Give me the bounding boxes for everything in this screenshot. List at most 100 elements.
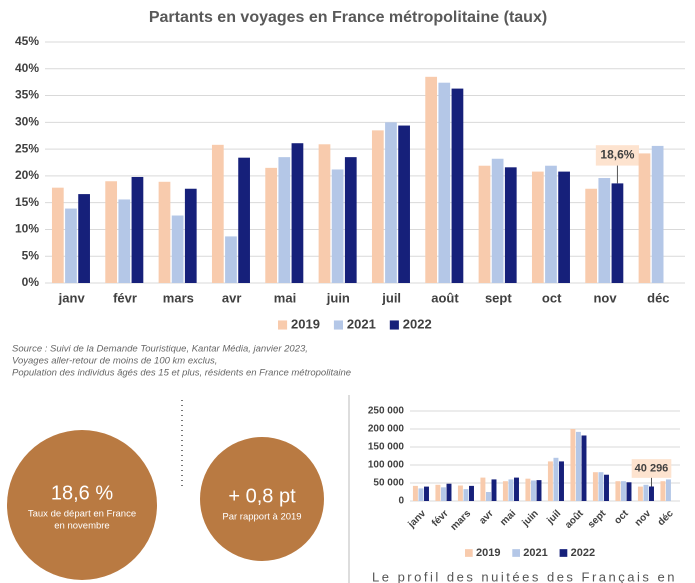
bar [211,144,224,283]
bar [598,178,611,283]
chart-title: Partants en voyages en France métropolit… [149,9,547,26]
bar [485,492,491,501]
x-tick-label: févr [113,290,137,305]
legend-swatch [512,549,520,557]
x-tick-label: août [563,508,586,531]
x-tick-label: juil [545,508,564,527]
bar [504,167,517,283]
bar [491,158,504,283]
bar [525,478,531,501]
bar [425,76,438,283]
stat-value: 18,6 % [51,482,113,504]
legend-swatch [278,320,288,330]
bar [418,488,424,501]
legend-swatch [333,320,343,330]
bar [446,483,452,501]
x-tick-label: sept [586,508,609,531]
stat-text: Taux de départ en France [28,509,136,520]
bar [581,435,587,501]
y-tick-label: 45% [15,34,39,48]
bar [545,165,557,283]
y-tick-label: 25% [15,141,39,155]
source-line: Voyages aller-retour de moins de 100 km … [12,356,217,367]
x-tick-label: mai [274,290,296,305]
bar [514,477,519,501]
bar [463,489,469,501]
bar [570,429,576,501]
bar [615,481,621,501]
x-tick-label: févr [430,508,451,529]
bar [385,122,397,283]
bar [78,194,90,283]
bar [158,181,171,283]
source-line: Source : Suivi de la Demande Touristique… [12,344,308,355]
y-tick-label: 250 000 [368,406,405,417]
bar [65,208,77,283]
x-tick-label: oct [612,508,631,527]
bar [536,480,542,501]
x-tick-label: nov [593,290,617,305]
bar [585,188,598,283]
bar [105,181,118,283]
legend-label: 2022 [571,547,595,559]
data-label: 18,6% [600,148,634,162]
source-line: Population des individus âgés des 15 et … [12,368,351,379]
bar [598,472,604,501]
bar [547,461,553,501]
bar [225,236,237,283]
bar [611,183,624,283]
y-tick-label: 150 000 [368,442,405,453]
bar [371,130,384,283]
bar [440,487,446,501]
x-tick-label: juin [520,508,541,529]
stat-text: en novembre [54,521,109,532]
legend-swatch [559,549,568,557]
y-tick-label: 200 000 [368,424,405,435]
x-tick-label: avr [477,508,495,526]
x-tick-label: janv [58,290,86,305]
bar [478,165,491,283]
bar [118,199,131,283]
stat-circle [7,430,157,580]
x-tick-label: avr [222,290,242,305]
y-tick-label: 20% [15,168,39,182]
legend-label: 2021 [347,316,376,331]
legend-swatch [465,549,473,557]
bar [651,145,664,283]
bar [491,479,497,501]
y-tick-label: 40% [15,61,39,75]
bar [435,484,441,501]
y-tick-label: 30% [15,115,39,129]
bar [457,485,463,501]
bar [502,481,508,501]
bar [558,171,570,283]
bar [553,457,559,501]
x-tick-label: janv [406,508,429,531]
bar [620,481,626,501]
x-tick-label: août [431,290,459,305]
bar [398,125,410,284]
legend-label: 2019 [291,316,320,331]
bar [660,481,666,501]
bar [438,82,451,283]
x-tick-label: juin [326,290,350,305]
x-tick-label: mars [449,508,474,533]
label-box [595,145,640,166]
bar [480,477,486,501]
bar [184,188,197,283]
stat-circle [200,437,324,561]
stat-text: Par rapport à 2019 [222,512,301,523]
bar [238,157,250,283]
bar [291,143,304,283]
y-tick-label: 50 000 [373,478,404,489]
x-tick-label: nov [633,508,654,529]
x-tick-label: déc [656,508,676,528]
legend-label: 2021 [523,547,547,559]
label-box [631,459,672,478]
y-tick-label: 0% [22,275,40,289]
y-tick-label: 5% [22,248,40,262]
x-tick-label: sept [485,290,512,305]
y-tick-label: 15% [15,195,39,209]
stat-value: + 0,8 pt [228,485,296,507]
